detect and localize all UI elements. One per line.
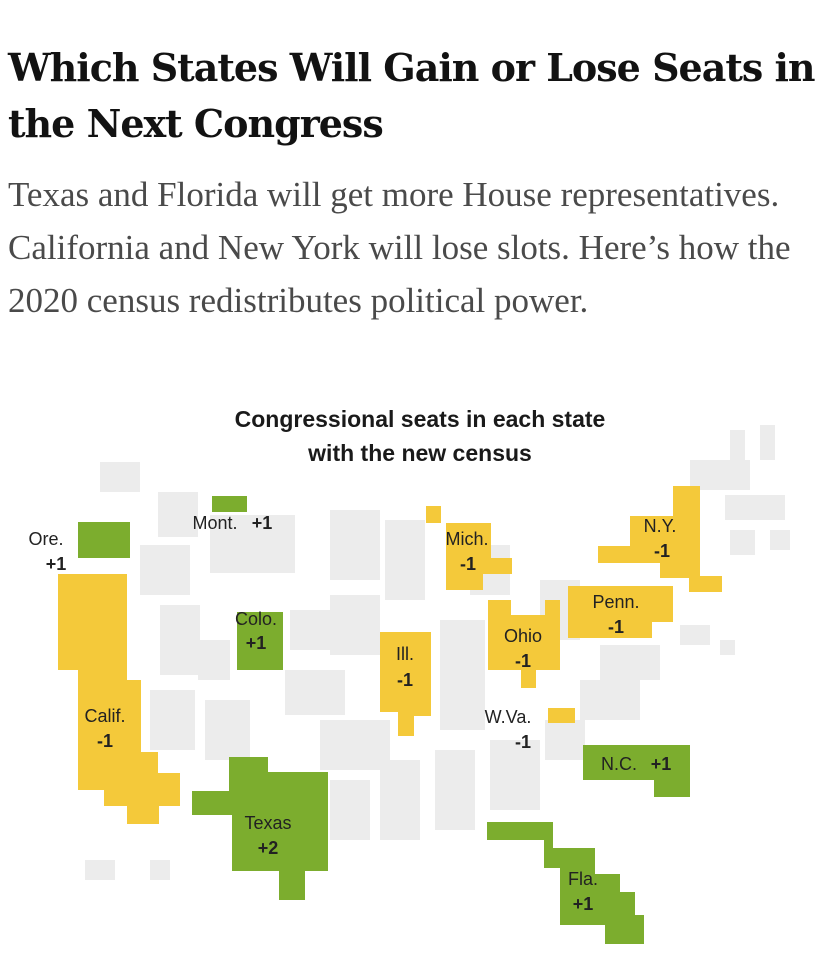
label-texas-change: +2 [258,838,279,858]
label-florida-change: +1 [573,894,594,914]
changed-states [58,486,722,944]
label-ohio-change: -1 [515,651,531,671]
label-pennsylvania-name: Penn. [592,592,639,612]
state-florida [487,822,644,944]
state-texas [192,757,328,900]
state-ohio [488,600,560,688]
state-illinois [380,632,431,736]
label-illinois-name: Ill. [396,644,414,664]
label-pennsylvania-change: -1 [608,617,624,637]
state-labels: Ore. +1 Mont. +1 Colo. +1 Calif. -1 Texa… [28,513,676,914]
state-montana [212,496,247,512]
summary-dek: Texas and Florida will get more House re… [8,175,791,320]
label-montana-name: Mont. [192,513,237,533]
label-montana-change: +1 [252,513,273,533]
state-pennsylvania [568,586,673,638]
label-michigan-name: Mich. [445,529,488,549]
label-michigan-change: -1 [460,554,476,574]
label-california-name: Calif. [84,706,125,726]
state-michigan [426,506,512,590]
label-west-virginia-change: -1 [515,732,531,752]
state-west-virginia [548,708,575,723]
label-colorado-name: Colo. [235,609,277,629]
state-north-carolina [583,745,690,797]
label-new-york-name: N.Y. [644,516,677,536]
label-florida-name: Fla. [568,869,598,889]
map-title: Congressional seats in each state with t… [150,402,690,470]
label-west-virginia-name: W.Va. [485,707,532,727]
label-colorado-change: +1 [246,633,267,653]
state-california [58,574,180,824]
label-oregon-change: +1 [46,554,67,574]
map-title-line-1: Congressional seats in each state [234,406,606,432]
map-title-line-2: with the new census [308,440,532,466]
state-oregon [78,522,130,558]
label-california-change: -1 [97,731,113,751]
label-new-york-change: -1 [654,541,670,561]
label-texas-name: Texas [244,813,291,833]
label-oregon-name: Ore. [28,529,63,549]
state-colorado [237,612,283,670]
label-north-carolina-name: N.C. [601,754,637,774]
headline: Which States Will Gain or Lose Seats in … [8,45,816,146]
label-north-carolina-change: +1 [651,754,672,774]
label-ohio-name: Ohio [504,626,542,646]
unchanged-states [85,425,790,880]
label-illinois-change: -1 [397,670,413,690]
state-new-york [598,486,722,592]
